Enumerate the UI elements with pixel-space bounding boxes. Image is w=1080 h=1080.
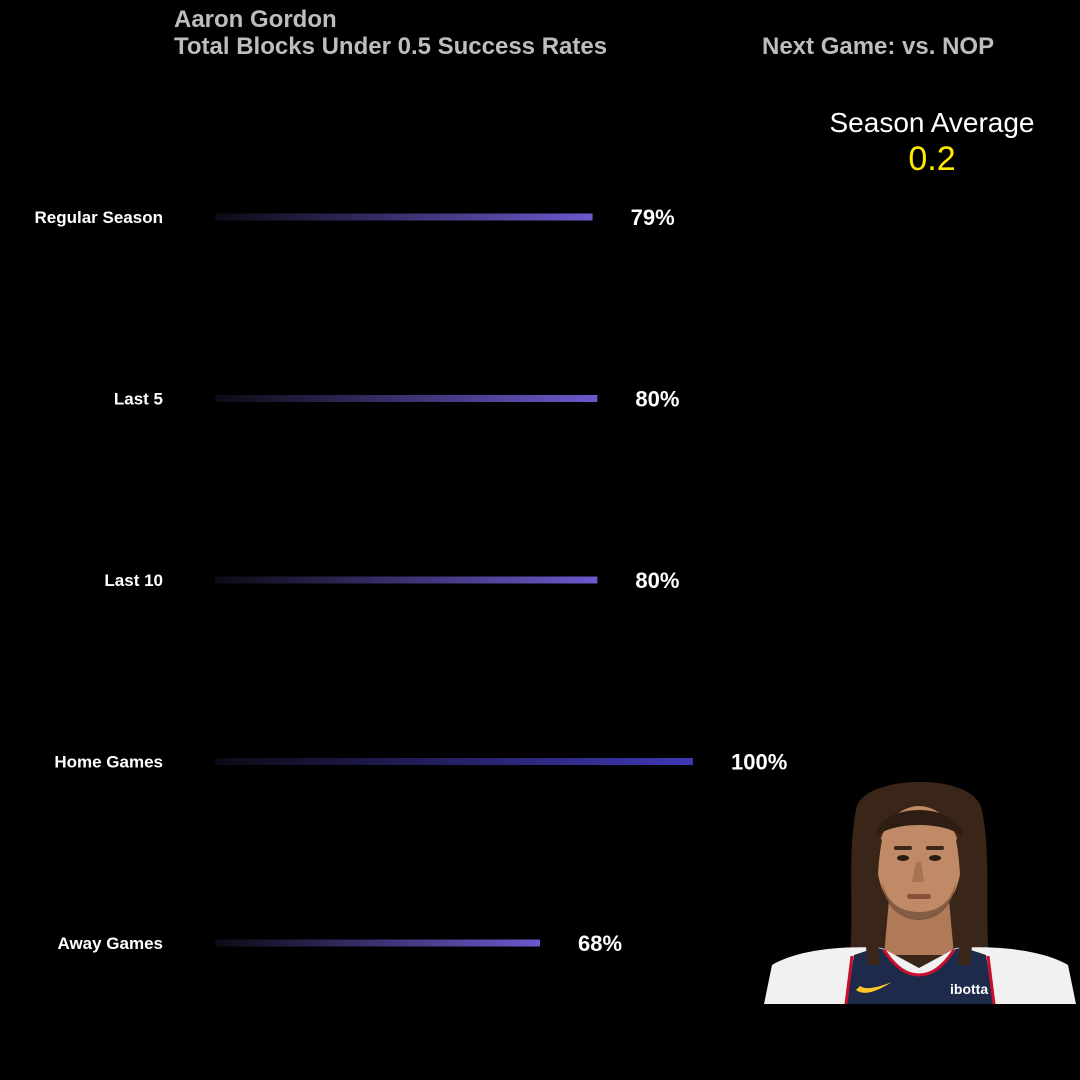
bar xyxy=(215,939,541,947)
season-average-panel: Season Average 0.2 xyxy=(812,106,1052,178)
season-average-label: Season Average xyxy=(829,107,1035,138)
value-label: 68% xyxy=(578,931,622,956)
category-label: Last 5 xyxy=(114,390,163,409)
chart-subtitle: Total Blocks Under 0.5 Success Rates xyxy=(174,33,608,60)
bar xyxy=(215,395,598,402)
player-portrait: ibotta xyxy=(764,770,1076,1004)
value-label: 80% xyxy=(635,568,679,593)
next-game-label: Next Game: vs. NOP xyxy=(762,33,995,60)
category-label: Last 10 xyxy=(104,571,163,590)
value-label: 80% xyxy=(635,387,679,412)
player-name: Aaron Gordon xyxy=(174,6,337,33)
bar xyxy=(215,758,693,765)
category-label: Regular Season xyxy=(35,208,164,227)
jersey-sponsor: ibotta xyxy=(950,981,988,997)
chart-title: Aaron Gordon Total Blocks Under 0.5 Succ… xyxy=(174,6,607,60)
value-label: 100% xyxy=(731,750,787,775)
bar xyxy=(215,213,593,221)
player-photo-illustration: ibotta xyxy=(764,781,1076,1004)
season-average-value: 0.2 xyxy=(908,140,956,178)
category-label: Home Games xyxy=(54,753,163,772)
value-label: 79% xyxy=(631,205,675,230)
bar xyxy=(215,576,598,584)
category-label: Away Games xyxy=(57,934,163,953)
logo-swoosh-icon xyxy=(856,982,892,993)
